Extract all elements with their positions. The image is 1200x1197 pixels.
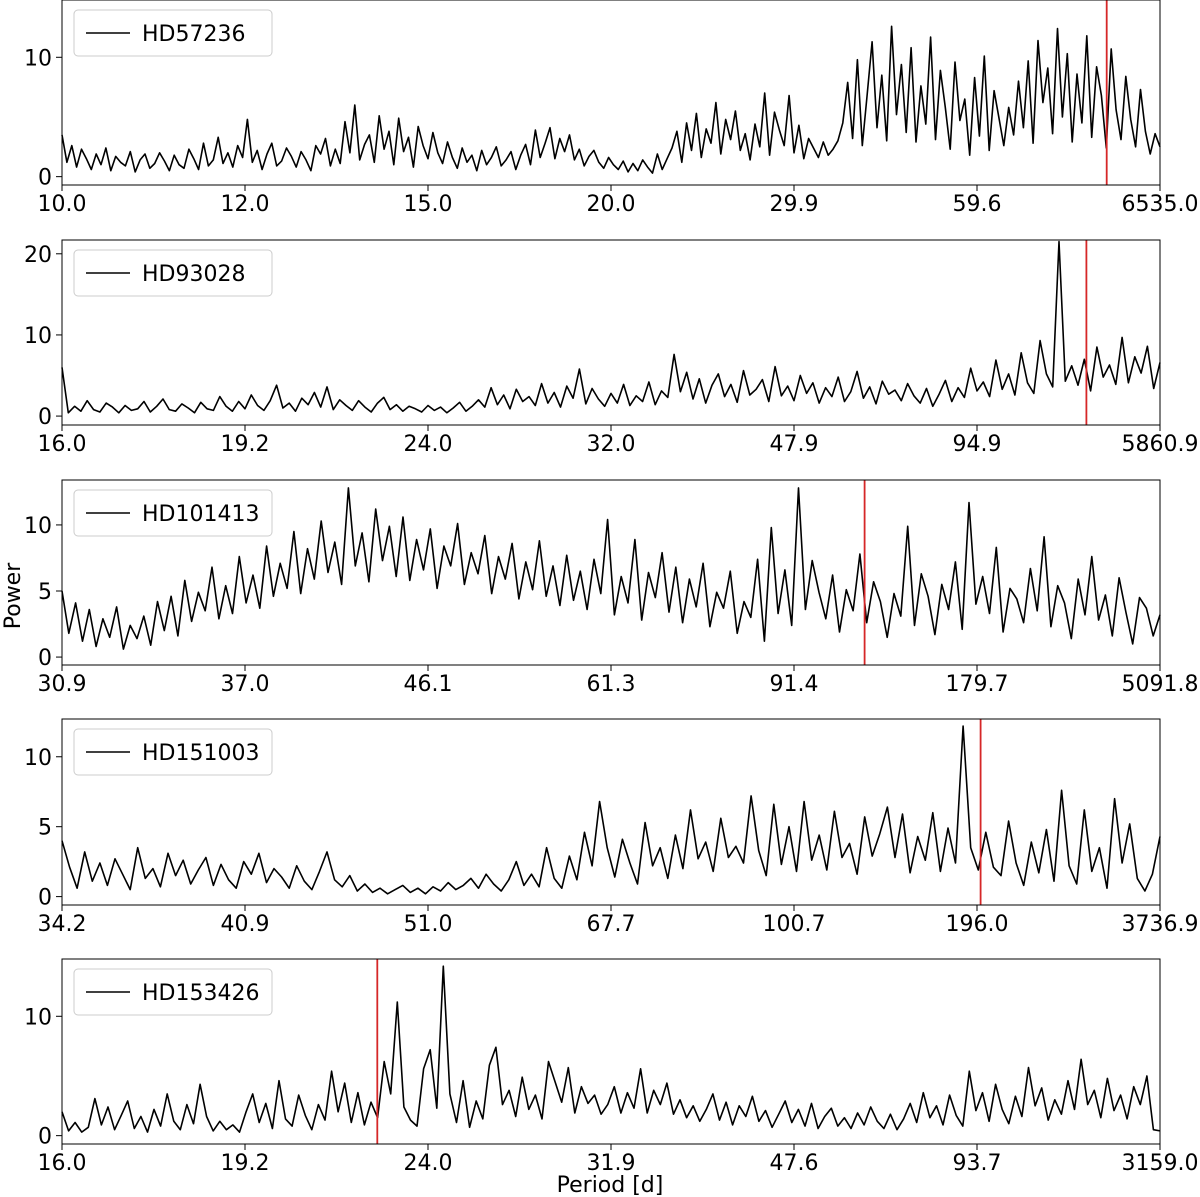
y-tick-label: 0 xyxy=(38,166,52,191)
legend-box xyxy=(73,489,273,537)
x-tick-label: 61.3 xyxy=(587,672,636,697)
x-tick-label: 15.0 xyxy=(404,192,453,217)
y-tick-label: 0 xyxy=(38,1125,52,1150)
y-tick-label: 10 xyxy=(24,514,52,539)
y-tick-label: 10 xyxy=(24,746,52,771)
x-tick-label: 179.7 xyxy=(946,672,1009,697)
panel-HD101413: 30.9 37.0 46.1 61.3 91.4 179.7 5091.8 0 5 10 HD101… xyxy=(24,479,1199,697)
panel-HD151003: 34.2 40.9 51.0 67.7 100.7 196.0 3736.9 0 5 10 HD15… xyxy=(24,718,1199,937)
x-tick-label: 46.1 xyxy=(404,672,453,697)
y-tick-label: 10 xyxy=(24,324,52,349)
panel-HD57236: 10.0 12.0 15.0 20.0 29.9 59.6 6535.0 0 10 HD57236 xyxy=(24,0,1198,217)
x-tick-label: 24.0 xyxy=(404,1151,453,1176)
power-series-line xyxy=(61,487,1161,650)
x-tick-label: 16.0 xyxy=(38,1151,87,1176)
y-tick-label: 5 xyxy=(38,816,52,841)
legend-box xyxy=(73,249,273,297)
x-tick-label: 59.6 xyxy=(953,192,1002,217)
legend-label: HD57236 xyxy=(142,22,245,47)
y-tick-label: 20 xyxy=(24,243,52,268)
legend-box xyxy=(73,9,273,57)
x-tick-label: 3159.0 xyxy=(1122,1151,1199,1176)
x-tick-label: 5860.9 xyxy=(1122,432,1199,457)
power-series-line xyxy=(61,240,1161,414)
x-axis-label: Period [d] xyxy=(557,1173,664,1197)
power-series-line xyxy=(61,25,1161,174)
panel-HD93028: 16.0 19.2 24.0 32.0 47.9 94.9 5860.9 0 10 20 HD930… xyxy=(24,239,1199,457)
x-tick-label: 67.7 xyxy=(587,912,636,937)
power-series-line xyxy=(61,725,1161,895)
x-tick-label: 37.0 xyxy=(221,672,270,697)
x-tick-label: 91.4 xyxy=(770,672,819,697)
legend-box xyxy=(73,968,273,1016)
x-tick-label: 5091.8 xyxy=(1122,672,1199,697)
panels-group: 10.0 12.0 15.0 20.0 29.9 59.6 6535.0 0 10 HD57236… xyxy=(24,0,1198,1176)
x-tick-label: 196.0 xyxy=(946,912,1009,937)
legend-label: HD93028 xyxy=(142,262,245,287)
legend-box xyxy=(73,728,273,776)
y-axis-label: Power xyxy=(1,562,26,629)
x-tick-label: 93.7 xyxy=(953,1151,1002,1176)
x-tick-label: 19.2 xyxy=(221,432,270,457)
y-tick-label: 0 xyxy=(38,405,52,430)
y-tick-label: 10 xyxy=(24,46,52,71)
x-tick-label: 32.0 xyxy=(587,432,636,457)
x-tick-label: 12.0 xyxy=(221,192,270,217)
x-tick-label: 34.2 xyxy=(38,912,87,937)
y-tick-label: 10 xyxy=(24,1005,52,1030)
x-tick-label: 30.9 xyxy=(38,672,87,697)
legend-label: HD151003 xyxy=(142,741,259,766)
x-tick-label: 24.0 xyxy=(404,432,453,457)
y-tick-label: 0 xyxy=(38,886,52,911)
x-tick-label: 16.0 xyxy=(38,432,87,457)
x-tick-label: 51.0 xyxy=(404,912,453,937)
y-tick-label: 5 xyxy=(38,580,52,605)
x-tick-label: 31.9 xyxy=(587,1151,636,1176)
x-tick-label: 47.6 xyxy=(770,1151,819,1176)
y-tick-label: 0 xyxy=(38,646,52,671)
x-tick-label: 100.7 xyxy=(763,912,826,937)
panel-HD153426: 16.0 19.2 24.0 31.9 47.6 93.7 3159.0 0 10 HD15342… xyxy=(24,958,1199,1176)
x-tick-label: 20.0 xyxy=(587,192,636,217)
x-tick-label: 94.9 xyxy=(953,432,1002,457)
x-tick-label: 6535.0 xyxy=(1122,192,1199,217)
x-tick-label: 29.9 xyxy=(770,192,819,217)
legend-label: HD101413 xyxy=(142,502,259,527)
x-tick-label: 19.2 xyxy=(221,1151,270,1176)
x-tick-label: 47.9 xyxy=(770,432,819,457)
x-tick-label: 3736.9 xyxy=(1122,912,1199,937)
x-tick-label: 40.9 xyxy=(221,912,270,937)
power-series-line xyxy=(61,965,1161,1133)
legend-label: HD153426 xyxy=(142,981,259,1006)
x-tick-label: 10.0 xyxy=(38,192,87,217)
